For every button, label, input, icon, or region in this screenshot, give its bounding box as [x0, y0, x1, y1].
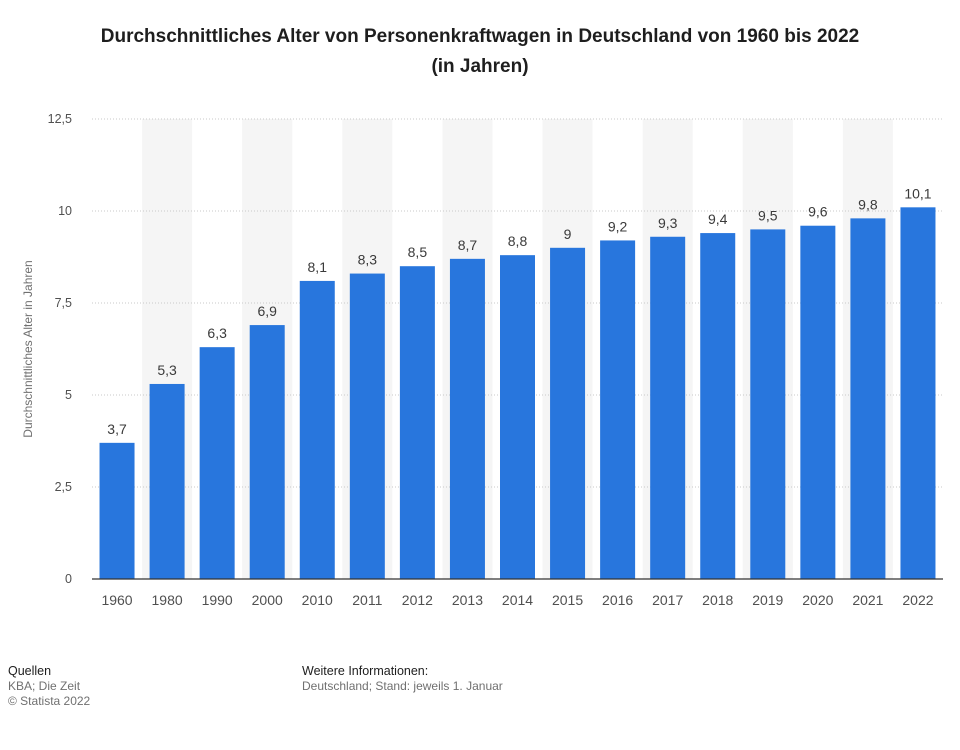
data-label: 8,1 [308, 259, 328, 275]
bar [850, 218, 886, 580]
data-label: 9,4 [708, 211, 728, 227]
x-tick-label: 2022 [902, 592, 933, 608]
x-tick-label: 2015 [552, 592, 583, 608]
y-tick-label: 10 [58, 204, 72, 218]
bar [99, 442, 135, 579]
info-text: Deutschland; Stand: jeweils 1. Januar [302, 679, 503, 693]
bar [500, 255, 535, 579]
bar [550, 247, 586, 580]
bar [349, 273, 385, 579]
y-tick-label: 12,5 [48, 112, 72, 126]
x-tick-label: 2010 [302, 592, 333, 608]
bar [149, 383, 185, 579]
data-label: 9,5 [758, 207, 778, 223]
y-tick-label: 0 [65, 572, 72, 586]
bar [249, 325, 285, 579]
data-label: 9,8 [858, 196, 878, 212]
info-heading: Weitere Informationen: [302, 664, 429, 678]
data-label: 8,7 [458, 237, 478, 253]
x-tick-label: 1960 [101, 592, 132, 608]
x-tick-label: 1990 [202, 592, 233, 608]
data-label: 5,3 [157, 362, 177, 378]
data-label: 8,5 [408, 244, 428, 260]
x-tick-label: 2013 [452, 592, 483, 608]
data-labels: 3,7 5,3 6,3 6,9 8,1 8,3 8,5 8,7 8,8 9 9,2 9,3 9,4 9,5… [107, 185, 932, 437]
bar [800, 225, 836, 579]
x-tick-label: 2011 [352, 592, 382, 608]
x-tick-label: 2014 [502, 592, 533, 608]
data-label: 9,6 [808, 204, 828, 220]
y-tick-label: 5 [65, 388, 72, 402]
x-tick-label: 2016 [602, 592, 633, 608]
bar [449, 258, 485, 579]
bar [199, 347, 235, 579]
x-tick-label: 1980 [152, 592, 183, 608]
x-tick-label: 2000 [252, 592, 283, 608]
info-block: Weitere Informationen: Deutschland; Stan… [302, 664, 503, 694]
bars [99, 207, 936, 580]
copyright-text: © Statista 2022 [8, 694, 91, 708]
x-tick-label: 2012 [402, 592, 433, 608]
x-tick-label: 2020 [802, 592, 833, 608]
chart-title: Durchschnittliches Alter von Personenkra… [0, 22, 960, 82]
bar [600, 240, 636, 579]
bar [399, 266, 435, 579]
data-label: 10,1 [904, 185, 931, 201]
sources-text: KBA; Die Zeit [8, 679, 81, 693]
data-label: 9,2 [608, 218, 628, 234]
bar [700, 233, 736, 579]
bar [900, 207, 936, 579]
chart-title-line-1: Durchschnittliches Alter von Personenkra… [100, 26, 860, 47]
data-label: 6,3 [207, 325, 227, 341]
x-tick-label: 2017 [652, 592, 683, 608]
x-axis-ticks: 1960 1980 1990 2000 2010 2011 2012 2013 2014 2015… [101, 592, 933, 608]
data-label: 6,9 [257, 303, 277, 319]
bar [650, 236, 686, 579]
sources-heading: Quellen [8, 664, 52, 678]
sources-block: Quellen KBA; Die Zeit © Statista 2022 [8, 664, 90, 709]
data-label: 3,7 [107, 421, 127, 437]
y-tick-label: 7,5 [55, 296, 72, 310]
data-label: 8,8 [508, 233, 528, 249]
x-tick-label: 2018 [702, 592, 733, 608]
bar [299, 280, 335, 579]
bar [750, 229, 786, 579]
y-axis-label: Durchschnittliches Alter in Jahren [21, 260, 35, 437]
data-label: 9 [564, 226, 572, 242]
chart-title-line-2: (in Jahren) [431, 56, 529, 77]
data-label: 9,3 [658, 215, 678, 231]
y-axis-ticks: 0 2,5 5 7,5 10 12,5 [48, 112, 72, 586]
y-tick-label: 2,5 [55, 480, 72, 494]
data-label: 8,3 [358, 252, 378, 268]
x-tick-label: 2021 [852, 592, 883, 608]
x-tick-label: 2019 [752, 592, 783, 608]
